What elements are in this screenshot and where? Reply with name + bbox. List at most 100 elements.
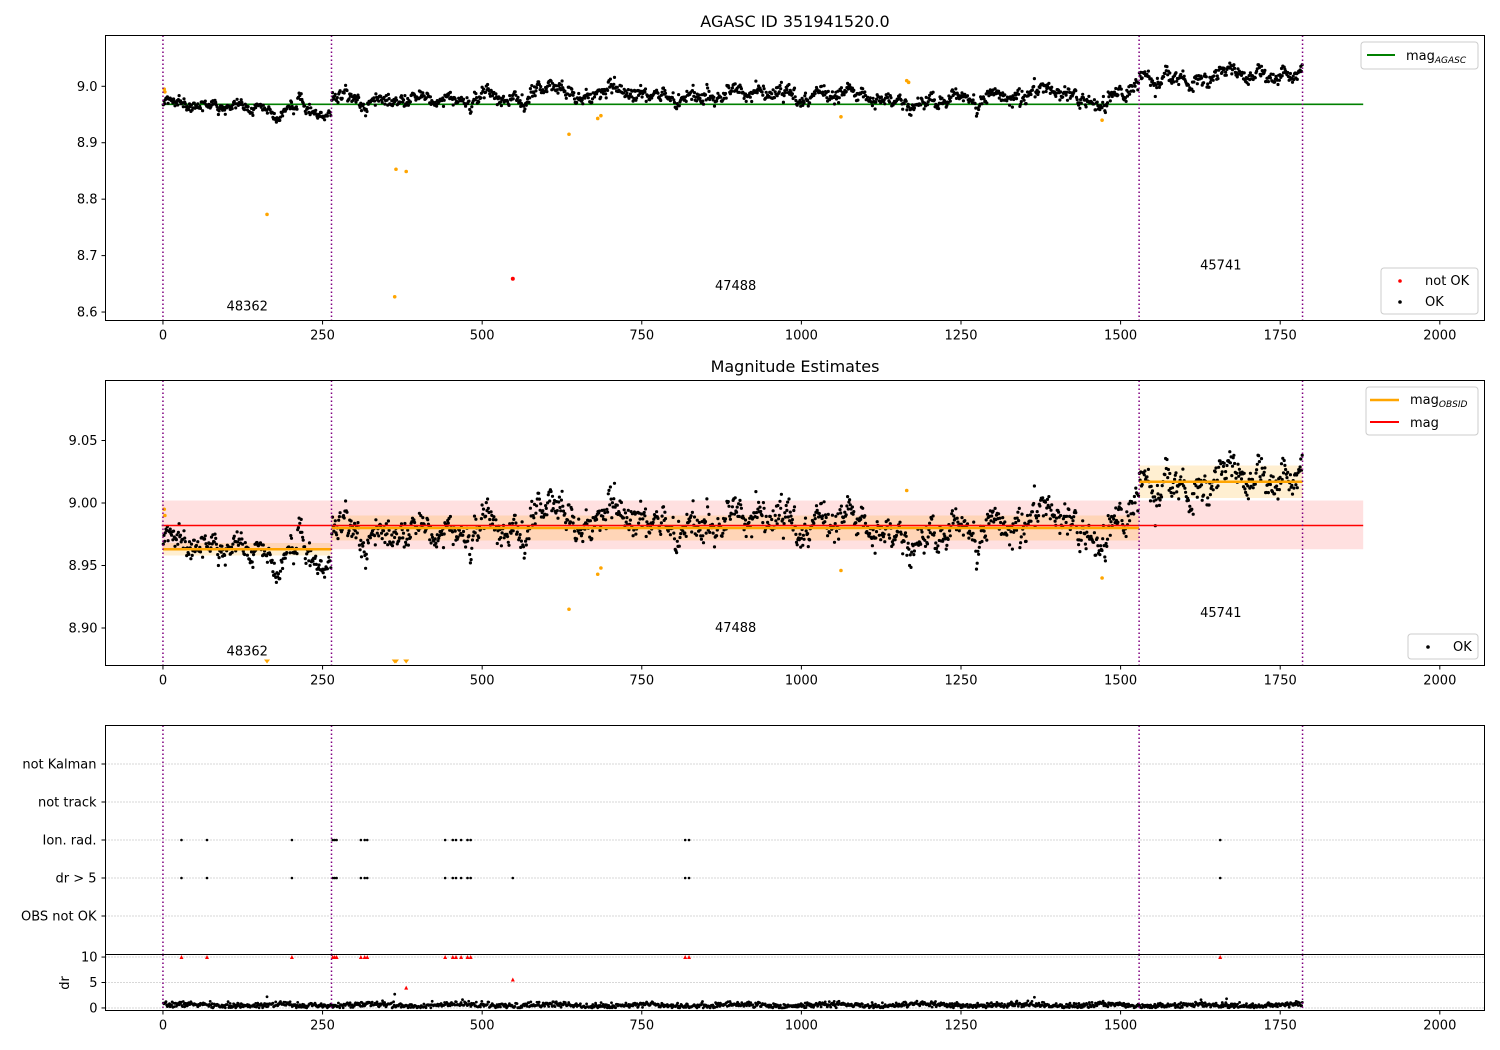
p2-ok-point: [637, 521, 641, 525]
p4-dr-point: [376, 1002, 380, 1006]
p1-ok-point: [668, 99, 673, 103]
p2-xtick-label: 0: [159, 674, 167, 689]
p4-dr-point: [515, 1002, 519, 1005]
p2-ok-point: [461, 533, 465, 537]
p1-ok-point: [856, 98, 860, 102]
p1-ok-point: [464, 104, 468, 108]
p2-ok-point: [727, 504, 731, 508]
p2-ok-point: [701, 534, 705, 538]
p2-ok-point: [739, 506, 744, 510]
p2-ok-point: [838, 508, 842, 512]
p2-ok-point: [407, 533, 411, 537]
p1-ok-point: [748, 95, 752, 99]
p2-ok-point: [550, 494, 555, 498]
p2-ok-point: [413, 520, 417, 525]
p2-ok-point: [1092, 540, 1096, 544]
p2-ok-point: [1243, 487, 1247, 491]
p1-ok-point: [1220, 70, 1224, 74]
p2-ok-point: [944, 547, 948, 551]
p1-ok-point: [479, 96, 483, 100]
p1-ok-point: [639, 83, 643, 88]
p2-ok-point: [453, 529, 457, 533]
p2-ok-point: [1085, 530, 1089, 534]
p3-flag-point: [365, 876, 369, 880]
p4-dr-point: [1085, 1002, 1089, 1006]
panel-2-legend-bottom: OK: [1407, 633, 1479, 660]
p1-ok-point: [1279, 66, 1284, 71]
p2-outlier-point: [163, 513, 167, 518]
p2-ok-point: [1230, 474, 1234, 478]
p1-outlier-point: [906, 80, 911, 85]
p1-ok-point: [507, 103, 511, 107]
p4-dr-point: [1073, 1005, 1077, 1009]
p2-ok-point: [511, 529, 515, 533]
p1-ok-point: [521, 104, 526, 108]
p1-ok-point: [217, 109, 221, 113]
p2-ok-point: [1016, 510, 1020, 514]
p2-ok-point: [788, 510, 792, 514]
panel-magnitude-estimates: Magnitude Estimates 8.908.959.009.050 250…: [69, 357, 1485, 689]
p1-ok-point: [870, 104, 875, 108]
p2-ok-point: [1239, 477, 1244, 481]
p1-ok-point: [1133, 84, 1137, 88]
p2-ok-point: [401, 536, 405, 540]
p2-ok-point: [489, 510, 493, 514]
p2-obsid-label: 47488: [715, 621, 756, 636]
p2-ok-point: [1245, 493, 1249, 497]
p2-ok-point: [1108, 517, 1112, 521]
p1-ok-point: [1215, 74, 1219, 78]
p2-ok-point: [544, 504, 548, 508]
p1-ok-point: [1172, 80, 1176, 84]
p1-ok-point: [922, 107, 926, 111]
p2-ok-point: [405, 537, 409, 541]
p2-ok-point: [909, 565, 913, 570]
p2-ok-point: [515, 530, 519, 534]
p1-ok-point: [268, 108, 272, 112]
p2-ok-point: [689, 514, 693, 518]
p2-ok-point: [1128, 519, 1132, 523]
p3-flag-point: [290, 838, 294, 842]
p2-ok-point: [992, 520, 996, 524]
p1-ok-point: [1044, 89, 1048, 94]
p4-dr-point: [684, 1006, 688, 1009]
p2-ok-point: [374, 518, 378, 522]
p4-xtick-label: 750: [629, 1019, 654, 1034]
p2-ok-point: [1295, 486, 1299, 490]
p2-ok-point: [178, 533, 183, 537]
p1-ok-point: [764, 90, 768, 94]
p1-ok-point: [1181, 69, 1185, 73]
p2-ok-point: [216, 563, 220, 568]
p1-ok-point: [1019, 102, 1023, 106]
p1-ok-point: [1263, 68, 1267, 72]
p1-ok-point: [530, 94, 535, 98]
p4-dr-point: [933, 1002, 937, 1006]
p1-ok-point: [359, 109, 364, 113]
panel-1-legend-top: magAGASC: [1360, 41, 1479, 70]
p2-ok-point: [213, 532, 217, 536]
p1-ok-point: [760, 90, 764, 94]
p4-dr-point: [949, 1005, 953, 1009]
p4-dr-point: [223, 1006, 227, 1010]
p1-ok-point: [712, 104, 717, 108]
p4-dr-point: [915, 999, 919, 1003]
p2-ok-point: [364, 566, 368, 570]
p1-ok-point: [889, 96, 893, 100]
p1-ok-point: [1003, 93, 1007, 97]
p4-dr-point: [352, 1004, 356, 1008]
p1-ok-point: [1063, 85, 1067, 89]
p1-ok-point: [349, 92, 353, 96]
p2-ok-point: [606, 510, 610, 514]
p2-ok-point: [341, 514, 346, 518]
p2-ok-point: [950, 512, 954, 516]
p1-ok-point: [852, 88, 856, 92]
p1-ok-point: [949, 95, 953, 99]
p1-ok-point: [1177, 82, 1181, 87]
p2-ok-point: [439, 529, 444, 534]
p4-dr-point: [1179, 1001, 1183, 1005]
p3-flag-point: [454, 876, 458, 880]
p1-ok-point: [790, 92, 795, 96]
p1-ok-point: [373, 103, 377, 107]
p1-ok-point: [1084, 105, 1088, 109]
p1-ok-point: [1295, 77, 1299, 81]
p1-ok-point: [940, 96, 944, 100]
